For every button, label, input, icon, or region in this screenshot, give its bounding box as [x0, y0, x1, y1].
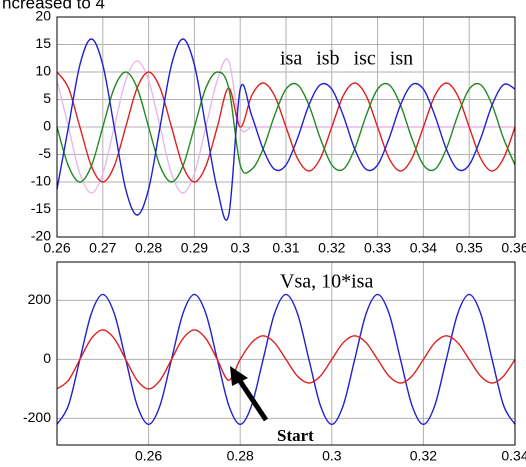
y-tick-label: -5: [39, 145, 52, 161]
annotations: Vsa, 10*isa Start: [230, 271, 373, 445]
x-tick-label: 0.35: [456, 240, 483, 256]
x-tick-label: 0.26: [135, 448, 162, 464]
arrow-head: [230, 366, 248, 386]
y-tick-label: -15: [31, 200, 51, 216]
y-tick-label: 15: [35, 35, 51, 51]
plot-frame: [56, 16, 516, 238]
series-line: [56, 71, 516, 183]
y-tick-label: 0: [43, 350, 51, 366]
x-tick-label: 0.32: [410, 448, 437, 464]
y-tick-label: 10: [35, 63, 51, 79]
x-tick-label: 0.3: [230, 240, 250, 256]
y-tick-label: -20: [31, 228, 51, 244]
y-tick-label: -10: [31, 173, 51, 189]
x-tick-label: 0.36: [501, 240, 526, 256]
start-arrow: [235, 376, 269, 422]
y-tick-label: 200: [28, 291, 52, 307]
x-tick-label: 0.28: [135, 240, 162, 256]
x-tick-label: 0.32: [318, 240, 345, 256]
series-line: [56, 329, 516, 390]
x-tick-label: 0.29: [181, 240, 208, 256]
arrow-label: Start: [277, 426, 314, 445]
x-tick-label: 0.31: [272, 240, 299, 256]
series-line: [56, 293, 516, 426]
x-tick-label: 0.34: [410, 240, 437, 256]
plot-area: [57, 262, 515, 445]
y-tick-label: 5: [43, 90, 51, 106]
plot-frame: [56, 261, 516, 446]
x-tick-label: 0.27: [89, 240, 116, 256]
legend-entry: isa: [280, 48, 302, 70]
x-tick-label: 0.26: [43, 240, 70, 256]
legend-entry: isc: [354, 48, 376, 70]
x-tick-label: 0.3: [322, 448, 342, 464]
x-tick-label: 0.33: [364, 240, 391, 256]
y-tick-label: -200: [23, 409, 51, 425]
x-tick-label: 0.34: [501, 448, 526, 464]
legend-entry: isn: [390, 48, 413, 70]
legend-entry: isb: [316, 48, 339, 70]
series-line: [56, 38, 516, 221]
x-tick-label: 0.28: [227, 448, 254, 464]
annotation: Vsa, 10*isa: [280, 271, 373, 293]
y-tick-label: 20: [35, 8, 51, 24]
heading: ncreased to 4: [2, 0, 105, 12]
series-line: [56, 71, 516, 183]
y-tick-label: 0: [43, 118, 51, 134]
